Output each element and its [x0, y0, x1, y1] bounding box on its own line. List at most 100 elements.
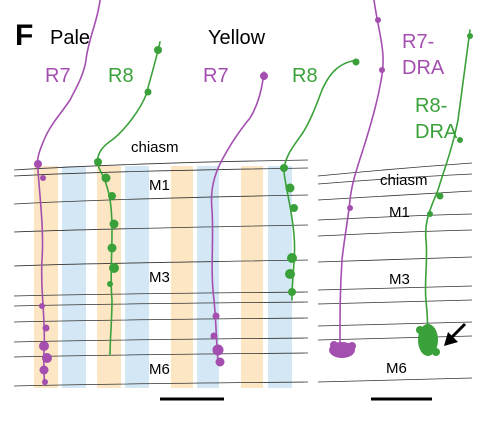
neuron-bouton [42, 379, 48, 385]
neuron-bouton [352, 58, 360, 66]
neuron-bouton [215, 357, 225, 367]
layer-line [317, 299, 473, 305]
layer-line [13, 159, 309, 171]
layer-label-m1-left: M1 [149, 177, 170, 194]
neuron-axon [96, 41, 161, 356]
cell-label-dra-r7: R7- DRA [402, 31, 445, 79]
yellow-r8-orange-band [241, 166, 263, 388]
group-label-pale: Pale [50, 27, 91, 49]
layer-line [317, 256, 473, 263]
neuron-bouton [416, 326, 424, 334]
layer-line [13, 224, 309, 233]
layer-line [13, 317, 309, 323]
neuron-bouton [432, 348, 440, 356]
pale-r7-terminal [34, 160, 52, 385]
cell-label-pale-r8: R8 [108, 65, 134, 87]
neuron-bouton [436, 192, 444, 200]
layer-label-chiasm-right: chiasm [380, 172, 428, 189]
dra-r8-neuron [424, 29, 471, 353]
neuron-bouton [34, 160, 42, 168]
cell-label-yellow-r7: R7 [203, 65, 229, 87]
layer-label-m3-right: M3 [389, 271, 410, 288]
neuron-bouton [347, 205, 353, 211]
neuron-bouton [287, 253, 297, 263]
pale-r8-orange-band [97, 166, 121, 388]
layer-line [13, 259, 309, 267]
neuron-bouton [457, 137, 463, 143]
pale-r8-neuron [96, 41, 161, 356]
group-label-yellow: Yellow [208, 27, 266, 49]
layer-line [13, 167, 309, 177]
yellow-r7-neuron [210, 71, 265, 363]
cell-label-yellow-r8: R8 [292, 65, 318, 87]
layer-line [317, 285, 473, 291]
neuron-bouton [94, 158, 102, 166]
layer-line [317, 229, 473, 237]
neuron-bouton [144, 88, 152, 96]
neuron-bouton [42, 324, 50, 332]
layer-line [317, 335, 473, 341]
neuron-bouton [212, 312, 220, 320]
pale-r7-blue-band [62, 166, 86, 388]
neuron-bouton [108, 192, 116, 200]
arrow-shaft [449, 322, 467, 340]
arrow-head [444, 332, 458, 346]
dra-r7-terminal [329, 17, 385, 358]
neuron-bouton [290, 204, 298, 212]
neuron-bouton [330, 341, 338, 349]
neuron-bouton [107, 243, 117, 253]
neuron-bouton [39, 303, 45, 309]
neuron-bouton [40, 175, 46, 181]
neuron-bouton [285, 183, 295, 193]
yellow-r7-blue-band [197, 166, 219, 388]
layer-line [317, 213, 473, 221]
panel-label: F [15, 19, 34, 52]
layer-line [13, 194, 309, 205]
neuron-bouton [107, 281, 113, 287]
neuron-bouton [379, 67, 385, 73]
yellow-r7-orange-band [171, 166, 193, 388]
neuron-bouton [288, 288, 296, 296]
neuron-bouton [39, 365, 49, 375]
layer-line [13, 291, 309, 297]
neuron-bouton [212, 344, 224, 356]
dra-r7-neuron [339, 0, 384, 346]
neuron-bouton [467, 33, 473, 39]
layer-line [317, 162, 473, 177]
layer-line [317, 321, 473, 327]
layer-line [317, 190, 473, 201]
yellow-r8-neuron [283, 59, 359, 301]
layer-line [13, 381, 309, 387]
yellow-r7-terminal [210, 72, 268, 367]
neuron-bouton [375, 17, 381, 23]
layer-line [13, 301, 309, 307]
layer-line [317, 377, 473, 383]
dra-r8-terminal [416, 33, 473, 356]
neuron-bouton [427, 211, 433, 217]
layer-lines-left [13, 159, 309, 387]
layer-line [317, 173, 473, 185]
layer-label-m3-left: M3 [149, 269, 170, 286]
neuron-bouton [42, 353, 52, 363]
neuron-bouton [109, 263, 119, 273]
neuron-bouton [348, 342, 356, 350]
yellow-r8-terminal [280, 58, 360, 296]
layer-label-chiasm-left: chiasm [131, 139, 179, 156]
neuron-axon [424, 29, 471, 353]
neuron-bouton [39, 341, 49, 351]
cell-label-pale-r7: R7 [45, 65, 71, 87]
neuron-bouton [101, 173, 111, 183]
column-bands [34, 166, 292, 388]
neuron-bouton [280, 164, 288, 172]
neuron-bouton [154, 46, 162, 54]
neuron-axon [283, 59, 359, 301]
pale-r8-blue-band [125, 166, 149, 388]
neuron-axon [339, 0, 384, 346]
layer-label-m6-right: M6 [386, 360, 407, 377]
neuron-bouton [109, 219, 119, 229]
layer-line [13, 352, 309, 358]
layer-line [13, 337, 309, 343]
pale-r8-terminal [94, 46, 162, 287]
layer-label-m1-right: M1 [389, 204, 410, 221]
